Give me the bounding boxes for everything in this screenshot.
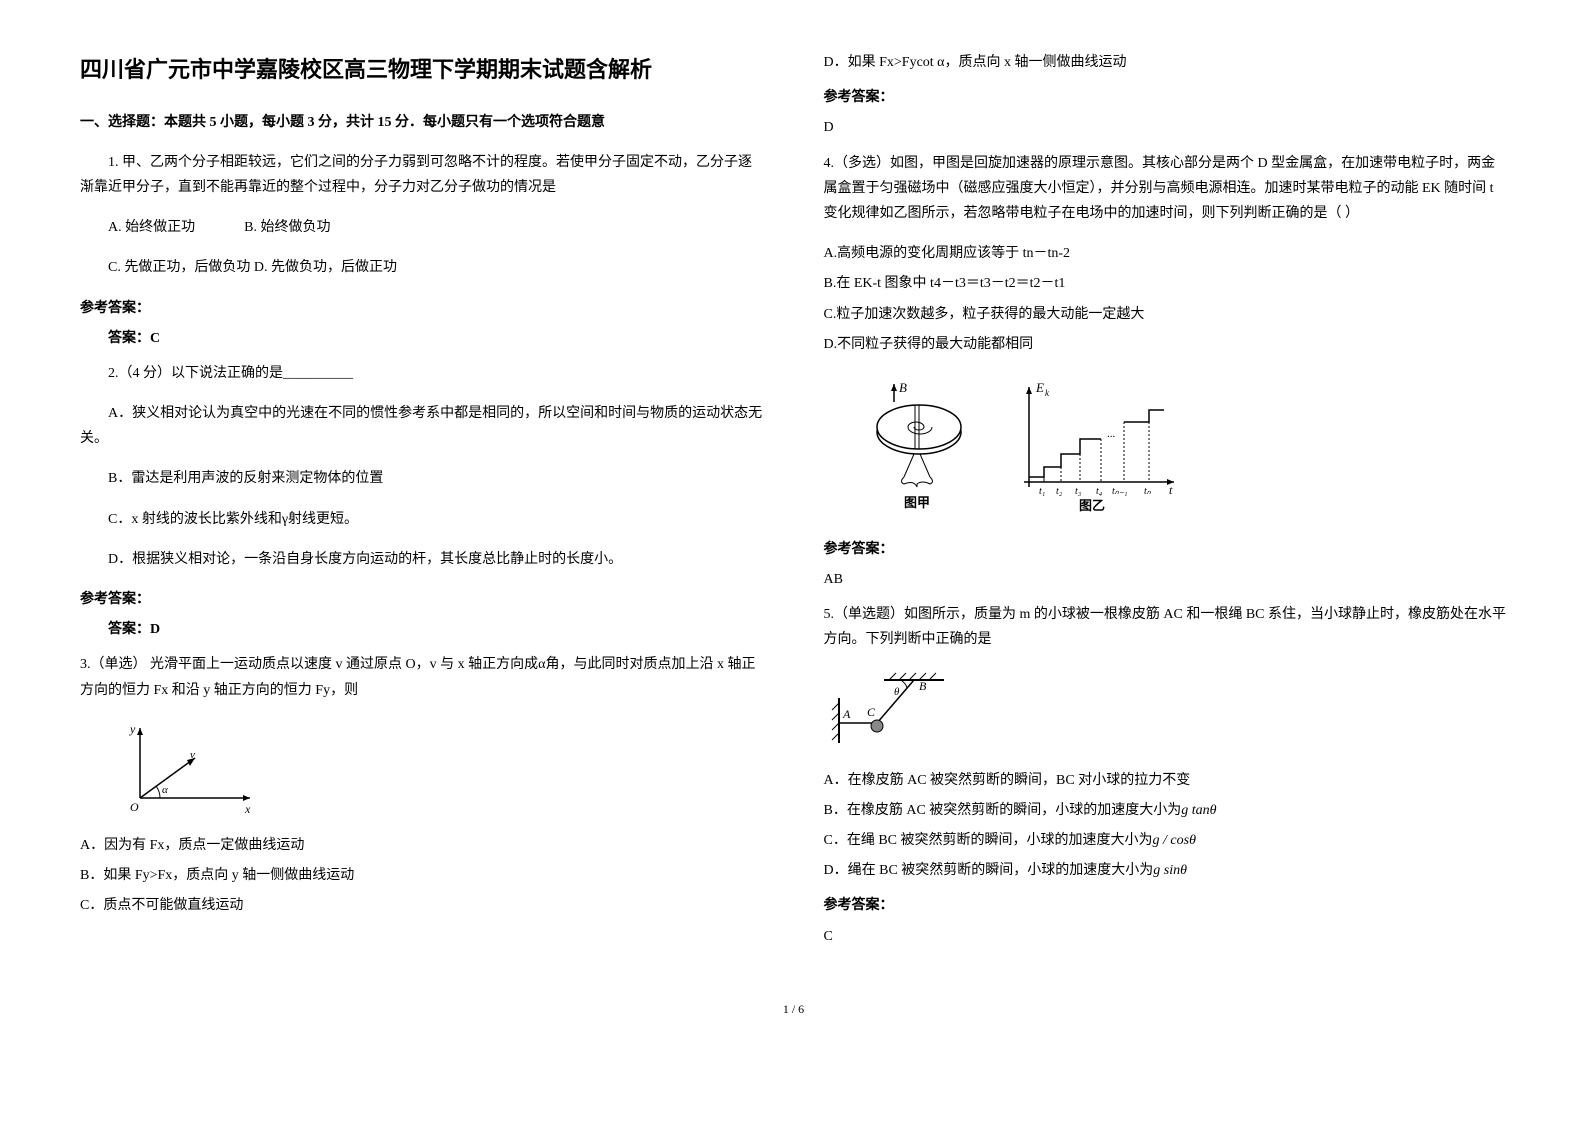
q5-text: 5.（单选题）如图所示，质量为 m 的小球被一根橡皮筋 AC 和一根绳 BC 系… xyxy=(824,602,1508,652)
q5-opt-d: D．绳在 BC 被突然剪断的瞬间，小球的加速度大小为g sinθ xyxy=(824,858,1508,883)
q4-opt-a: A.高频电源的变化周期应该等于 tn－tn-2 xyxy=(824,241,1508,266)
q3-opt-b: B．如果 Fy>Fx，质点向 y 轴一侧做曲线运动 xyxy=(80,863,764,888)
svg-text:tₙ: tₙ xyxy=(1144,486,1152,497)
svg-text:B: B xyxy=(919,679,927,693)
svg-text:E: E xyxy=(1035,380,1044,395)
page-number: 1 / 6 xyxy=(80,999,1507,1021)
q1-options-ab: A. 始终做正功 B. 始终做负功 xyxy=(80,215,764,240)
q3-opt-a: A．因为有 Fx，质点一定做曲线运动 xyxy=(80,833,764,858)
q2-opt-a: A．狭义相对论认为真空中的光速在不同的惯性参考系中都是相同的，所以空间和时间与物… xyxy=(80,401,764,451)
q2-opt-c: C．x 射线的波长比紫外线和γ射线更短。 xyxy=(80,507,764,532)
q1-opt-c: C. 先做正功，后做负功 xyxy=(108,260,250,275)
q4-answer-label: 参考答案： xyxy=(824,537,1508,562)
q4-figure: B 图甲 E k t ... xyxy=(864,372,1508,522)
q4-text: 4.（多选）如图，甲图是回旋加速器的原理示意图。其核心部分是两个 D 型金属盒，… xyxy=(824,151,1508,227)
svg-text:t: t xyxy=(1169,483,1173,497)
svg-text:B: B xyxy=(899,380,907,395)
q2-opt-d: D．根据狭义相对论，一条沿自身长度方向运动的杆，其长度总比静止时的长度小。 xyxy=(80,547,764,572)
svg-text:k: k xyxy=(1045,388,1050,398)
q1-answer: 答案：C xyxy=(80,326,764,351)
svg-text:图甲: 图甲 xyxy=(904,495,930,510)
q4-answer: AB xyxy=(824,567,1508,592)
svg-text:v: v xyxy=(190,749,195,761)
q1-opt-b: B. 始终做负功 xyxy=(244,220,330,235)
q5-answer-label: 参考答案： xyxy=(824,893,1508,918)
q1-opt-d: D. 先做负功，后做正功 xyxy=(254,260,397,275)
document-title: 四川省广元市中学嘉陵校区高三物理下学期期末试题含解析 xyxy=(80,50,764,90)
q5-answer: C xyxy=(824,924,1508,949)
q1-options-cd: C. 先做正功，后做负功 D. 先做负功，后做正功 xyxy=(80,255,764,280)
svg-text:图乙: 图乙 xyxy=(1079,498,1105,513)
page-container: 四川省广元市中学嘉陵校区高三物理下学期期末试题含解析 一、选择题：本题共 5 小… xyxy=(80,50,1507,959)
q5-opt-c: C．在绳 BC 被突然剪断的瞬间，小球的加速度大小为g / cosθ xyxy=(824,828,1508,853)
svg-text:θ: θ xyxy=(894,686,900,698)
svg-text:A: A xyxy=(842,707,851,721)
svg-text:t₃: t₃ xyxy=(1075,486,1082,497)
q3-opt-d: D．如果 Fx>Fycot α，质点向 x 轴一侧做曲线运动 xyxy=(824,50,1508,75)
left-column: 四川省广元市中学嘉陵校区高三物理下学期期末试题含解析 一、选择题：本题共 5 小… xyxy=(80,50,764,959)
q5-opt-a: A．在橡皮筋 AC 被突然剪断的瞬间，BC 对小球的拉力不变 xyxy=(824,768,1508,793)
q4-opt-c: C.粒子加速次数越多，粒子获得的最大动能一定越大 xyxy=(824,302,1508,327)
right-column: D．如果 Fx>Fycot α，质点向 x 轴一侧做曲线运动 参考答案： D 4… xyxy=(824,50,1508,959)
q1-opt-a: A. 始终做正功 xyxy=(108,220,195,235)
svg-text:O: O xyxy=(130,800,139,814)
svg-text:α: α xyxy=(162,784,168,796)
svg-text:y: y xyxy=(129,722,136,736)
svg-text:t₁: t₁ xyxy=(1039,486,1045,497)
q5-figure: A B C θ xyxy=(829,668,1508,753)
q3-answer: D xyxy=(824,115,1508,140)
svg-text:tₙ₋₁: tₙ₋₁ xyxy=(1112,486,1128,497)
svg-text:...: ... xyxy=(1107,428,1116,440)
q2-answer-label: 参考答案： xyxy=(80,587,764,612)
q2-answer: 答案：D xyxy=(80,617,764,642)
q2-opt-b: B．雷达是利用声波的反射来测定物体的位置 xyxy=(80,466,764,491)
q2-text: 2.（4 分）以下说法正确的是__________ xyxy=(80,361,764,386)
q5-opt-b: B．在橡皮筋 AC 被突然剪断的瞬间，小球的加速度大小为g tanθ xyxy=(824,798,1508,823)
q1-text: 1. 甲、乙两个分子相距较远，它们之间的分子力弱到可忽略不计的程度。若使甲分子固… xyxy=(80,150,764,200)
q3-text: 3.（单选） 光滑平面上一运动质点以速度 v 通过原点 O，v 与 x 轴正方向… xyxy=(80,652,764,702)
svg-text:C: C xyxy=(867,705,876,719)
q1-answer-label: 参考答案： xyxy=(80,296,764,321)
svg-text:t₂: t₂ xyxy=(1056,486,1063,497)
q3-figure: y x O α v xyxy=(120,718,764,818)
q3-answer-label: 参考答案： xyxy=(824,85,1508,110)
q4-opt-d: D.不同粒子获得的最大动能都相同 xyxy=(824,332,1508,357)
svg-text:x: x xyxy=(244,802,251,816)
svg-text:t₄: t₄ xyxy=(1096,486,1103,497)
q3-opt-c: C．质点不可能做直线运动 xyxy=(80,893,764,918)
section-header: 一、选择题：本题共 5 小题，每小题 3 分，共计 15 分．每小题只有一个选项… xyxy=(80,110,764,135)
q4-opt-b: B.在 EK-t 图象中 t4－t3＝t3－t2＝t2－t1 xyxy=(824,271,1508,296)
